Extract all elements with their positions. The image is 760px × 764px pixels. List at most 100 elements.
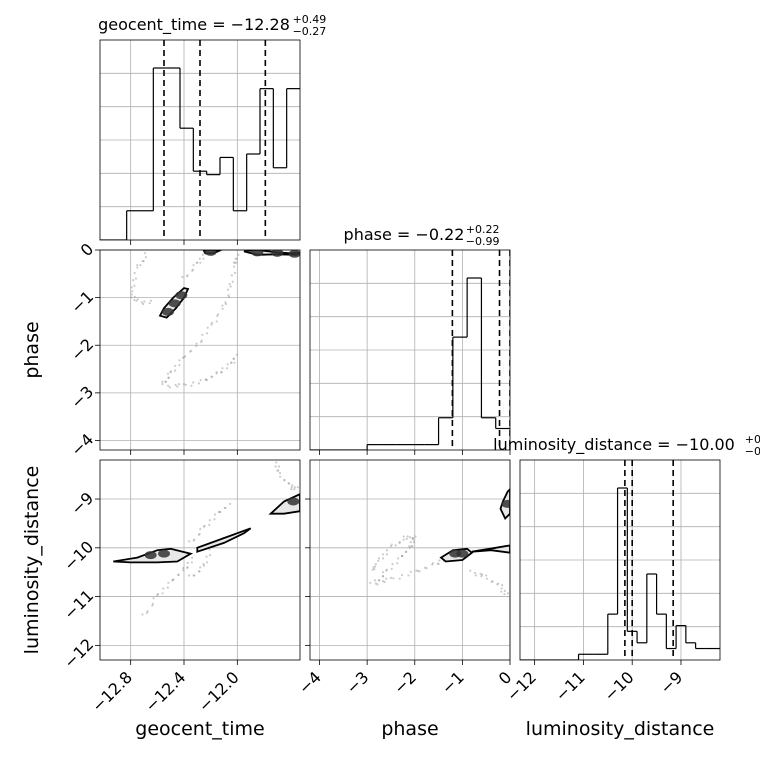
hist-luminosity_distance-grid (520, 460, 720, 660)
sample-point (485, 577, 489, 580)
sample-point (202, 257, 205, 260)
hist-luminosity_distance-title-sub: −0.15 (745, 445, 760, 458)
contour (196, 527, 252, 553)
sample-point (369, 581, 372, 584)
sample-point (172, 578, 175, 581)
sample-point (205, 379, 208, 382)
sample-point (234, 257, 237, 260)
sample-point (215, 320, 218, 323)
sample-point (186, 274, 189, 277)
sample-point (205, 561, 209, 564)
sample-point (169, 370, 172, 373)
sample-point (431, 562, 435, 565)
sample-point (500, 584, 504, 587)
sample-point (232, 261, 236, 264)
sample-point (166, 372, 170, 375)
sample-point (373, 567, 376, 571)
sample-point (412, 538, 415, 541)
hist-luminosity_distance-title: luminosity_distance = −10.00 (493, 435, 735, 455)
sample-point (437, 562, 440, 566)
sample-point (503, 589, 506, 593)
sample-point (402, 538, 405, 541)
panel-luminosity_distance_vs_phase-frame (309, 459, 511, 661)
sample-point (394, 544, 397, 547)
sample-point (215, 371, 218, 374)
sample-point (144, 256, 148, 259)
sample-point (237, 253, 240, 256)
sample-point (149, 299, 153, 302)
sample-point (202, 564, 206, 567)
sample-point (174, 364, 177, 367)
sample-point (383, 580, 386, 584)
sample-point (130, 296, 133, 299)
sample-point (197, 382, 201, 385)
sample-point (213, 518, 216, 521)
sample-point (183, 355, 187, 358)
sample-point (214, 513, 217, 516)
panel-luminosity_distance_vs_geocent_time-xtick-label: −12.0 (195, 668, 243, 716)
sample-point (377, 559, 380, 562)
sample-point (133, 295, 136, 298)
density-peak (144, 551, 157, 560)
sample-point (201, 333, 204, 337)
sample-point (174, 383, 177, 387)
sample-point (133, 298, 136, 302)
sample-point (390, 543, 393, 546)
sample-point (227, 294, 230, 297)
sample-point (191, 268, 194, 271)
sample-point (141, 613, 144, 616)
sample-point (166, 586, 169, 589)
sample-point (181, 275, 184, 279)
hist-luminosity_distance-xtick-label: −11 (552, 668, 589, 705)
sample-point (208, 519, 211, 522)
sample-point (203, 524, 206, 527)
sample-point (206, 326, 209, 329)
sample-point (133, 284, 136, 287)
sample-point (219, 510, 222, 514)
sample-point (205, 555, 208, 558)
sample-point (229, 285, 232, 288)
sample-point (381, 557, 385, 560)
sample-point (275, 461, 278, 464)
hist-luminosity_distance-xtick-label: −10 (600, 668, 637, 705)
panel-phase_vs_geocent_time-frame (99, 249, 301, 451)
sample-point (135, 299, 138, 302)
panel-phase_vs_geocent_time-ytick-label: −2 (67, 335, 97, 365)
contour (471, 544, 510, 554)
panel-luminosity_distance_vs_phase-xtick-label: −3 (342, 668, 372, 698)
sample-point (226, 288, 230, 291)
ylabel-phase: phase (21, 321, 43, 378)
sample-point (290, 488, 293, 491)
sample-point (182, 383, 186, 386)
density-peak (456, 549, 469, 558)
sample-point (381, 571, 385, 574)
ylabel-luminosity_distance: luminosity_distance (21, 466, 43, 655)
hist-geocent_time-title-sub: −0.27 (293, 25, 327, 38)
sample-point (374, 562, 377, 566)
hist-phase-frame (309, 249, 511, 451)
sample-point (385, 549, 389, 552)
panel-luminosity_distance_vs_geocent_time-content (113, 461, 300, 616)
sample-point (279, 475, 282, 478)
sample-point (199, 566, 202, 569)
sample-point (198, 257, 201, 260)
sample-point (293, 486, 296, 489)
sample-point (287, 482, 290, 485)
sample-point (167, 376, 170, 379)
sample-point (506, 592, 510, 595)
sample-point (232, 265, 236, 268)
sample-point (231, 280, 234, 283)
panel-luminosity_distance_vs_geocent_time-ytick-label: −9 (67, 488, 97, 518)
sample-point (381, 553, 385, 556)
sample-point (398, 577, 401, 580)
sample-point (161, 592, 164, 595)
sample-point (198, 532, 201, 536)
density-peak (251, 250, 264, 257)
hist-phase-title-sub: −0.99 (466, 235, 500, 248)
panel-phase_vs_geocent_time-ytick-label: −3 (67, 382, 97, 412)
sample-point (293, 488, 296, 491)
xlabel-phase: phase (381, 718, 438, 740)
sample-point (156, 593, 160, 596)
sample-point (425, 567, 428, 570)
